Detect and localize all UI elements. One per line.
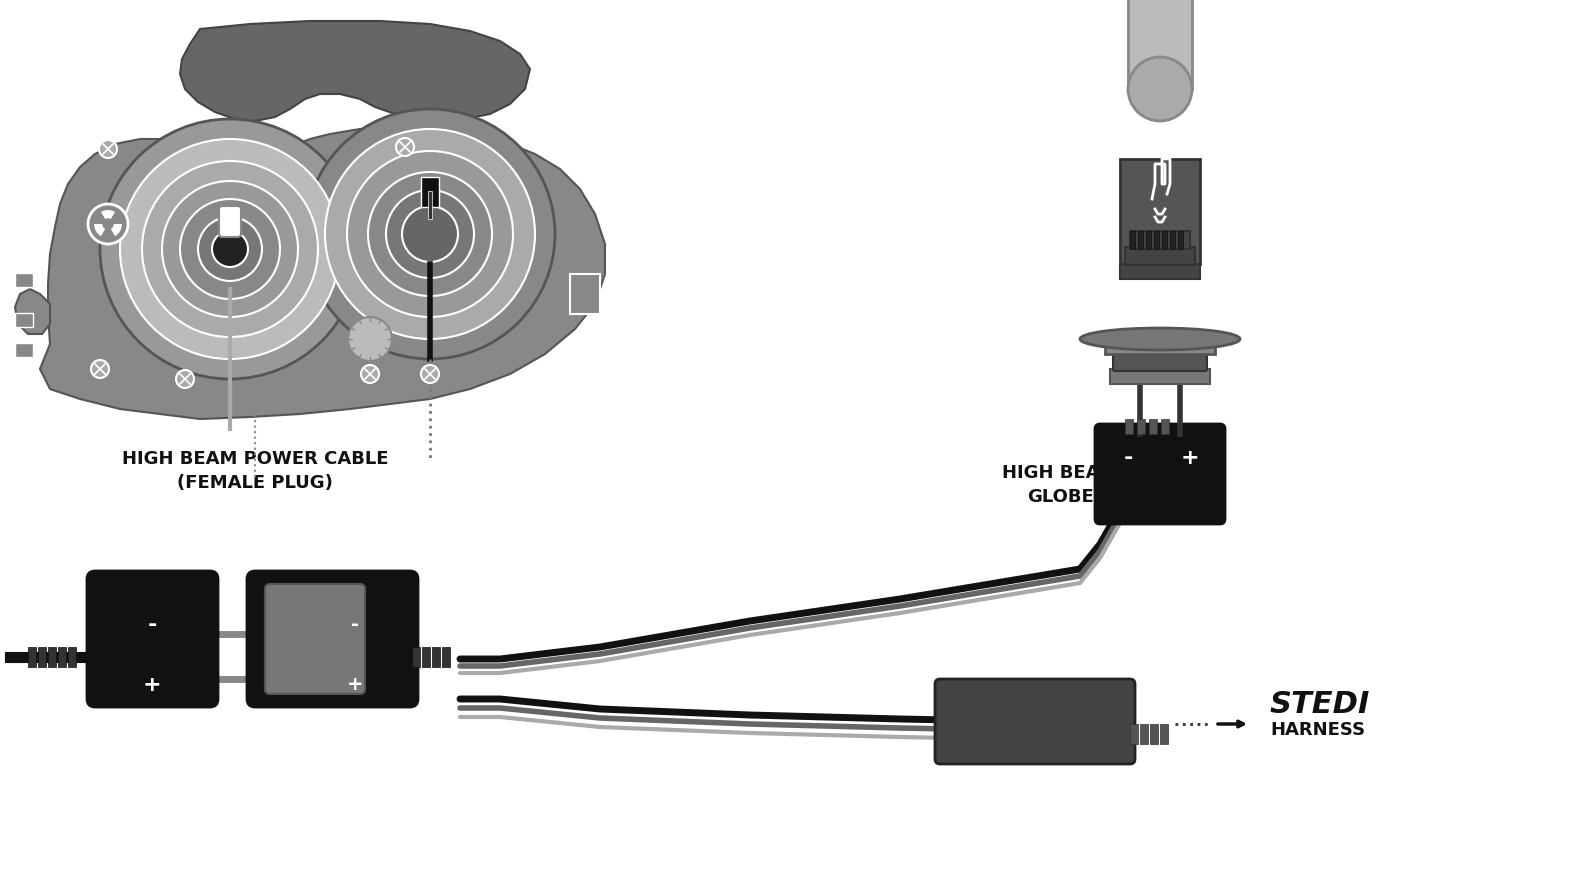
Wedge shape: [94, 225, 109, 237]
Bar: [1170, 232, 1175, 250]
Circle shape: [101, 120, 360, 380]
Bar: [38, 647, 46, 667]
Circle shape: [162, 182, 297, 317]
Bar: [1129, 232, 1191, 250]
Bar: [68, 647, 76, 667]
Circle shape: [142, 162, 318, 338]
Wedge shape: [101, 210, 115, 225]
Circle shape: [396, 139, 414, 157]
Circle shape: [176, 371, 193, 389]
Polygon shape: [179, 22, 530, 122]
Bar: [28, 647, 36, 667]
Bar: [1140, 724, 1148, 745]
Circle shape: [88, 204, 127, 245]
FancyBboxPatch shape: [1114, 355, 1206, 372]
Bar: [1120, 265, 1200, 280]
Bar: [1155, 232, 1159, 250]
Bar: [1125, 419, 1133, 434]
Bar: [569, 275, 599, 315]
Circle shape: [120, 139, 340, 360]
Bar: [1147, 232, 1151, 250]
Circle shape: [1128, 58, 1192, 122]
Text: +: +: [1181, 447, 1199, 467]
Bar: [1129, 724, 1137, 745]
Bar: [1150, 724, 1158, 745]
Bar: [1137, 419, 1145, 434]
Circle shape: [198, 217, 263, 282]
Bar: [1104, 337, 1214, 354]
Bar: [49, 647, 57, 667]
Bar: [433, 647, 440, 667]
Bar: [1178, 232, 1183, 250]
Bar: [1111, 369, 1210, 384]
Circle shape: [348, 152, 513, 317]
Bar: [58, 647, 66, 667]
Bar: [442, 647, 450, 667]
Circle shape: [348, 317, 392, 361]
Bar: [1161, 419, 1169, 434]
Text: HARNESS: HARNESS: [1269, 720, 1365, 738]
Text: HIGH BEAM POWER CABLE
(FEMALE PLUG): HIGH BEAM POWER CABLE (FEMALE PLUG): [121, 450, 389, 491]
FancyBboxPatch shape: [87, 571, 219, 707]
Circle shape: [422, 366, 439, 383]
Circle shape: [385, 191, 473, 279]
Bar: [16, 314, 33, 328]
Circle shape: [403, 207, 458, 263]
Bar: [1129, 232, 1136, 250]
Text: -: -: [351, 615, 359, 634]
Bar: [1137, 232, 1144, 250]
Circle shape: [326, 130, 535, 339]
Bar: [412, 647, 420, 667]
Bar: [1128, 0, 1192, 90]
Bar: [422, 178, 439, 208]
Circle shape: [102, 220, 113, 230]
Bar: [1162, 232, 1167, 250]
Ellipse shape: [1081, 329, 1240, 351]
Text: +: +: [346, 674, 363, 694]
Wedge shape: [109, 225, 123, 237]
Text: STEDI: STEDI: [1269, 689, 1370, 718]
Bar: [1125, 247, 1195, 266]
Circle shape: [360, 366, 379, 383]
Bar: [1148, 419, 1158, 434]
Polygon shape: [39, 128, 606, 419]
Circle shape: [305, 110, 555, 360]
Text: -: -: [1123, 447, 1133, 467]
Bar: [428, 192, 433, 220]
Circle shape: [368, 173, 492, 296]
Circle shape: [99, 141, 116, 159]
Bar: [16, 274, 33, 288]
Text: HIGH BEAM
GLOBE: HIGH BEAM GLOBE: [1002, 464, 1118, 505]
FancyBboxPatch shape: [934, 679, 1136, 764]
Circle shape: [212, 232, 249, 267]
Circle shape: [91, 360, 109, 379]
Text: +: +: [143, 674, 162, 695]
Polygon shape: [16, 289, 50, 335]
FancyBboxPatch shape: [219, 207, 241, 238]
Text: -: -: [148, 614, 157, 634]
FancyBboxPatch shape: [264, 584, 365, 695]
Bar: [16, 344, 33, 358]
Bar: [1159, 724, 1169, 745]
FancyBboxPatch shape: [1095, 424, 1225, 524]
Bar: [1120, 160, 1200, 265]
Bar: [422, 647, 429, 667]
Circle shape: [179, 200, 280, 300]
FancyBboxPatch shape: [247, 571, 418, 707]
